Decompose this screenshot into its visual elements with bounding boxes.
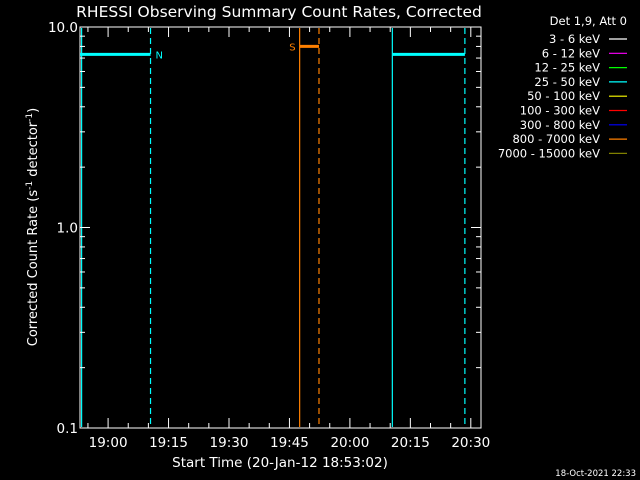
- legend-label-1: 6 - 12 keV: [542, 46, 600, 60]
- x-tick-label-5: 20:15: [391, 435, 430, 451]
- y-axis-label: Corrected Count Rate (s-1 detector-1): [25, 108, 41, 346]
- legend-label-7: 800 - 7000 keV: [512, 132, 600, 146]
- legend-label-3: 25 - 50 keV: [534, 75, 600, 89]
- legend-label-0: 3 - 6 keV: [549, 32, 600, 46]
- plot-frame: [79, 26, 482, 429]
- y-tick-label-1: 1.0: [57, 221, 78, 237]
- x-tick-label-6: 20:30: [451, 435, 490, 451]
- marker-label-s: S: [289, 42, 295, 53]
- legend-label-5: 100 - 300 keV: [520, 104, 600, 118]
- legend-label-8: 7000 - 15000 keV: [498, 146, 600, 160]
- x-tick-label-4: 20:00: [330, 435, 369, 451]
- legend-label-2: 12 - 25 keV: [534, 61, 600, 75]
- x-tick-label-1: 19:15: [149, 435, 188, 451]
- x-axis-label: Start Time (20-Jan-12 18:53:02): [172, 455, 388, 471]
- y-tick-label-0: 10.0: [48, 20, 78, 36]
- y-ticks: 10.0 1.0 0.1: [48, 20, 481, 437]
- y-tick-label-2: 0.1: [57, 421, 78, 437]
- marker-label-n: N: [156, 50, 163, 61]
- x-tick-label-2: 19:30: [210, 435, 249, 451]
- legend-header: Det 1,9, Att 0: [550, 14, 627, 28]
- footer-timestamp: 18-Oct-2021 22:33: [555, 469, 636, 479]
- x-tick-label-3: 19:45: [270, 435, 309, 451]
- vertical-lines: [81, 28, 466, 427]
- data-series: [80, 44, 465, 56]
- legend-label-6: 300 - 800 keV: [520, 118, 600, 132]
- x-tick-label-0: 19:00: [89, 435, 128, 451]
- event-markers: NS: [156, 42, 296, 61]
- x-ticks: 19:00 19:15 19:30 19:45 20:00 20:15 20:30: [87, 27, 490, 451]
- legend-label-4: 50 - 100 keV: [527, 89, 600, 103]
- chart-title: RHESSI Observing Summary Count Rates, Co…: [76, 3, 482, 21]
